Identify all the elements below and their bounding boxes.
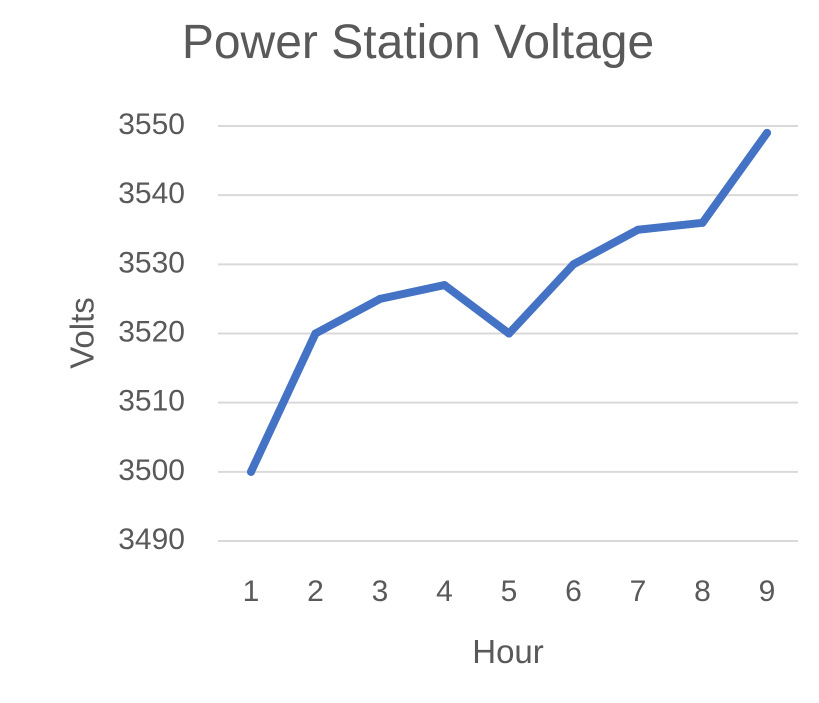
x-tick-label: 3: [372, 575, 389, 608]
x-tick-label: 4: [436, 575, 453, 608]
y-axis-label: Volts: [64, 297, 101, 369]
y-tick-label: 3520: [118, 315, 185, 348]
data-point: [247, 467, 255, 476]
x-tick-label: 8: [694, 575, 711, 608]
data-point: [376, 294, 384, 303]
y-tick-label: 3540: [118, 177, 185, 210]
series-line: [247, 128, 771, 476]
x-tick-label: 2: [307, 575, 324, 608]
x-tick-label: 5: [501, 575, 518, 608]
y-axis-tick-labels: 3490 3500 3510 3520 3530 3540 3550: [118, 108, 185, 556]
y-tick-label: 3510: [118, 385, 185, 418]
y-tick-label: 3490: [118, 523, 185, 556]
x-tick-label: 1: [243, 575, 260, 608]
y-tick-label: 3530: [118, 246, 185, 279]
x-tick-label: 6: [565, 575, 582, 608]
data-point: [763, 128, 771, 137]
data-point: [569, 260, 578, 269]
y-tick-label: 3500: [118, 454, 185, 487]
data-point: [440, 281, 449, 290]
y-tick-label: 3550: [118, 108, 185, 141]
data-point: [505, 329, 513, 338]
data-point: [634, 225, 642, 234]
x-tick-label: 7: [630, 575, 647, 608]
data-point: [698, 218, 707, 227]
x-axis-label: Hour: [472, 633, 544, 670]
series-group: [247, 128, 771, 476]
x-tick-label: 9: [759, 575, 776, 608]
x-axis-tick-labels: 1 2 3 4 5 6 7 8 9: [243, 575, 776, 608]
data-point: [311, 329, 320, 338]
chart-title: Power Station Voltage: [182, 16, 654, 69]
